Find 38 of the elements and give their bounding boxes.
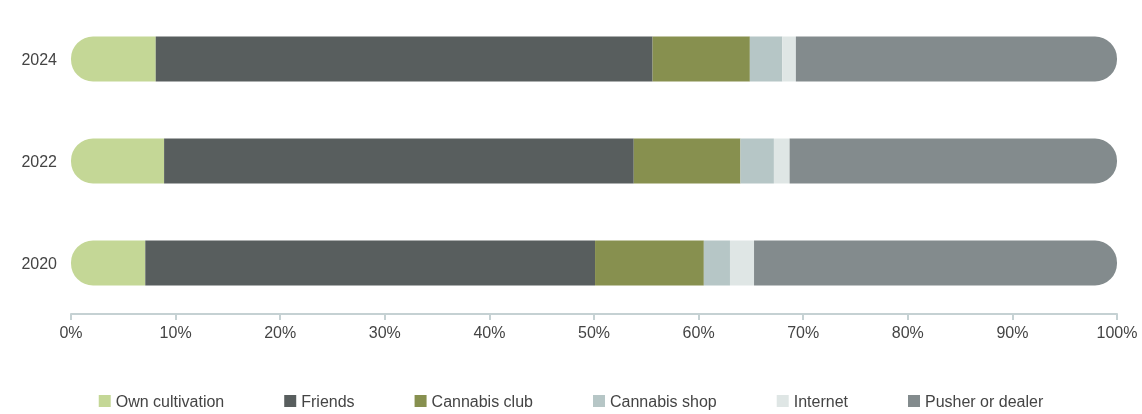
legend-label: Own cultivation (115, 392, 225, 410)
y-tick-label: 2020 (21, 254, 58, 272)
x-tick-label: 10% (159, 323, 192, 341)
bar (633, 138, 741, 184)
legend-label: Cannabis club (431, 392, 534, 410)
x-tick-label: 0% (59, 323, 83, 341)
x-tick-label: 80% (891, 323, 924, 341)
x-tick-label: 70% (787, 323, 820, 341)
bar (782, 36, 796, 82)
y-tick-label: 2022 (21, 152, 58, 170)
x-tick-label: 100% (1096, 323, 1138, 341)
bar (595, 240, 704, 286)
legend-label: Pusher or dealer (924, 392, 1044, 410)
bar (749, 36, 783, 82)
bar (754, 240, 1117, 286)
bar (773, 138, 790, 184)
bar (789, 138, 1117, 184)
bar (71, 36, 156, 82)
bar (155, 36, 653, 82)
y-tick-label: 2024 (21, 50, 58, 68)
bar (652, 36, 750, 82)
x-tick-label: 40% (473, 323, 506, 341)
bar (71, 240, 146, 286)
x-tick-label: 30% (368, 323, 401, 341)
x-tick-label: 50% (577, 323, 611, 341)
bar (164, 138, 634, 184)
bar (71, 138, 165, 184)
x-tick-label: 90% (996, 323, 1029, 341)
bar (740, 138, 774, 184)
bar (729, 240, 755, 286)
x-tick-label: 20% (264, 323, 297, 341)
x-tick-label: 60% (682, 323, 715, 341)
legend-label: Friends (301, 392, 355, 410)
legend-label: Internet (793, 392, 849, 410)
bar (703, 240, 730, 286)
bar (145, 240, 596, 286)
legend-label: Cannabis shop (609, 392, 717, 410)
bar (795, 36, 1117, 82)
